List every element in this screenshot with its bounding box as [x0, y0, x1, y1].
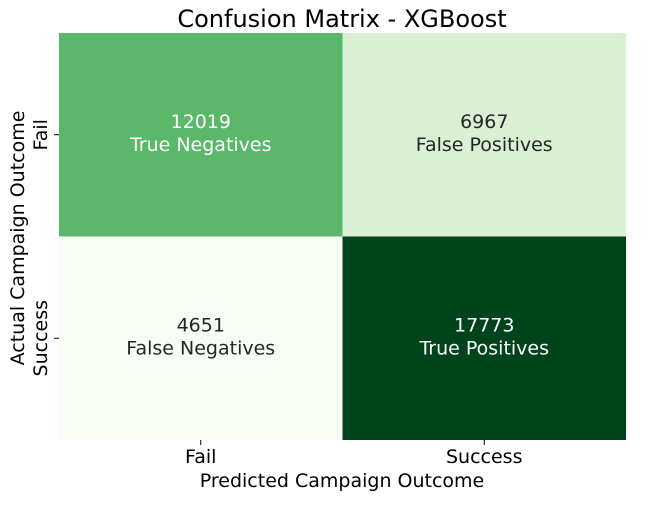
chart-title: Confusion Matrix - XGBoost — [177, 5, 506, 33]
x-tick-label-fail: Fail — [185, 446, 216, 468]
y-tick-label-success: Success — [30, 300, 52, 376]
cell-fail-success-label: False Positives — [416, 134, 553, 156]
cell-fail-fail-label: True Negatives — [129, 134, 272, 156]
cell-success-fail-label: False Negatives — [126, 337, 275, 359]
cell-success-success — [342, 236, 626, 440]
x-axis-label: Predicted Campaign Outcome — [200, 470, 485, 492]
cell-success-fail-value: 4651 — [177, 314, 225, 336]
axis-ticks: Fail Success Fail Success — [30, 119, 522, 468]
cell-success-success-value: 17773 — [454, 314, 514, 336]
cell-fail-success — [342, 33, 626, 237]
cell-fail-fail — [59, 33, 343, 237]
y-tick-label-fail: Fail — [30, 119, 52, 150]
cell-success-fail — [59, 236, 343, 440]
cell-success-success-label: True Positives — [418, 337, 549, 359]
cell-fail-fail-value: 12019 — [171, 111, 231, 133]
cell-fail-success-value: 6967 — [460, 111, 508, 133]
y-axis-label: Actual Campaign Outcome — [7, 111, 29, 366]
x-tick-label-success: Success — [446, 446, 522, 468]
